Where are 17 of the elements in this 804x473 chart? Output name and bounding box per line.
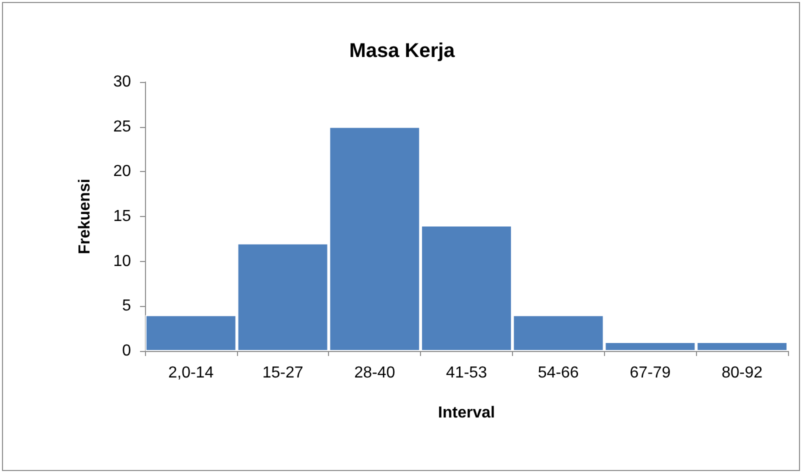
y-tick-label: 20 [113, 163, 132, 180]
y-axis-title: Frekuensi [76, 178, 94, 254]
x-tick-label: 41-53 [446, 364, 488, 382]
x-tick-label: 15-27 [262, 364, 304, 382]
x-axis-title: Interval [438, 404, 495, 422]
x-tick-label: 67-79 [630, 364, 671, 382]
x-tick-label: 28-40 [354, 364, 396, 382]
y-tick-label: 25 [113, 118, 132, 136]
y-tick-label: 10 [113, 252, 132, 270]
y-tick-label: 30 [113, 74, 132, 90]
chart-title: Masa Kerja [349, 40, 456, 62]
x-tick-label: 80-92 [722, 364, 763, 382]
y-tick-label: 0 [122, 342, 132, 360]
y-tick-label: 15 [113, 208, 132, 225]
x-tick-label: 2,0-14 [168, 364, 214, 382]
y-tick-label: 5 [122, 298, 132, 315]
x-tick-label: 54-66 [538, 364, 579, 382]
